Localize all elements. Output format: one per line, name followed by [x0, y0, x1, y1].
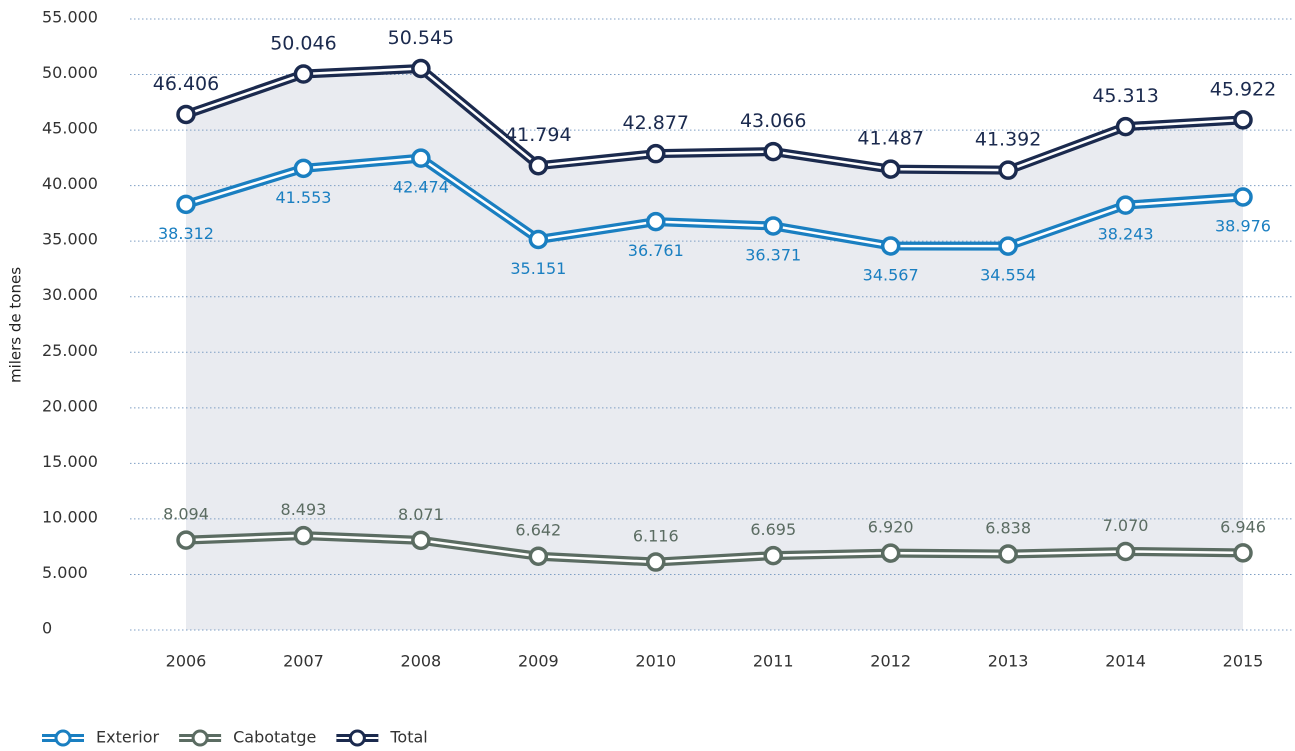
y-tick-label: 35.000 [42, 230, 98, 249]
y-tick-label: 20.000 [42, 396, 98, 415]
point [176, 194, 196, 215]
data-label: 6.695 [750, 520, 796, 539]
point [763, 216, 783, 236]
data-label: 38.312 [158, 224, 214, 243]
y-tick-label: 0 [42, 619, 52, 638]
y-tick-label: 5.000 [42, 563, 88, 582]
point [646, 143, 666, 164]
data-label: 6.642 [515, 521, 561, 540]
y-tick-label: 40.000 [42, 174, 98, 193]
legend-label: Cabotatge [233, 728, 316, 747]
data-label: 41.553 [275, 188, 331, 207]
point [293, 525, 314, 546]
data-label: 41.487 [857, 128, 923, 150]
data-label: 6.946 [1220, 517, 1266, 536]
data-label: 6.920 [868, 518, 914, 537]
point [1233, 187, 1253, 207]
data-label: 50.545 [388, 27, 454, 49]
point [293, 158, 314, 179]
point [1115, 195, 1136, 215]
y-tick-label: 10.000 [42, 507, 98, 526]
series-line-inner [185, 534, 1244, 564]
data-label: 8.094 [163, 505, 209, 524]
data-label: 42.877 [623, 112, 689, 134]
point [411, 148, 431, 168]
x-tick-label: 2008 [401, 652, 442, 671]
x-tick-label: 2006 [166, 652, 207, 671]
point [1233, 543, 1253, 563]
data-label: 41.392 [975, 129, 1041, 151]
y-tick-label: 15.000 [42, 452, 98, 471]
x-tick-label: 2012 [870, 652, 911, 671]
y-tick-label: 45.000 [42, 119, 98, 138]
y-tick-label: 30.000 [42, 285, 98, 304]
data-label: 36.761 [628, 241, 684, 260]
point [176, 104, 196, 125]
data-label: 45.922 [1210, 78, 1276, 100]
x-tick-label: 2015 [1223, 652, 1264, 671]
point [646, 552, 666, 572]
data-label: 36.371 [745, 245, 801, 264]
data-label: 46.406 [153, 73, 219, 95]
point [293, 64, 314, 84]
data-label: 35.151 [510, 259, 566, 278]
area [186, 68, 1243, 631]
point [1115, 541, 1136, 562]
data-label: 34.567 [863, 265, 919, 284]
point [176, 530, 196, 550]
data-label: 50.046 [270, 33, 336, 55]
point [763, 545, 783, 566]
data-label: 43.066 [740, 110, 806, 132]
legend-marker [348, 729, 366, 747]
point [880, 236, 901, 256]
y-tick-label: 50.000 [42, 63, 98, 82]
point [528, 229, 549, 250]
y-axis-label: milers de tones [7, 267, 25, 383]
data-label: 6.116 [633, 527, 679, 546]
data-label: 41.794 [505, 124, 571, 146]
point [1233, 110, 1253, 130]
legend-marker [191, 729, 209, 747]
point [528, 546, 549, 566]
legend-label: Total [389, 728, 427, 747]
data-label: 8.071 [398, 505, 444, 524]
point [1115, 116, 1136, 137]
x-tick-label: 2013 [988, 652, 1029, 671]
point [646, 211, 666, 232]
x-tick-label: 2014 [1105, 652, 1146, 671]
point [998, 544, 1018, 564]
data-label: 42.474 [393, 178, 449, 197]
x-tick-label: 2007 [283, 652, 324, 671]
point [411, 530, 431, 551]
x-tick-label: 2009 [518, 652, 559, 671]
series-line-inner [185, 67, 1244, 172]
legend-label: Exterior [96, 728, 160, 747]
y-tick-label: 55.000 [42, 8, 98, 27]
data-label: 45.313 [1092, 85, 1158, 107]
data-label: 38.243 [1098, 225, 1154, 244]
data-label: 38.976 [1215, 217, 1271, 236]
point [880, 543, 901, 563]
legend-marker [54, 729, 72, 747]
point [528, 155, 549, 176]
point [763, 141, 783, 162]
data-label: 7.070 [1103, 516, 1149, 535]
data-label: 6.838 [985, 519, 1031, 538]
point [998, 236, 1018, 256]
point [880, 159, 901, 179]
data-label: 34.554 [980, 266, 1036, 285]
x-tick-label: 2010 [635, 652, 676, 671]
series-line-inner [185, 156, 1244, 248]
point [411, 58, 431, 79]
y-tick-label: 25.000 [42, 341, 98, 360]
data-label: 8.493 [281, 500, 327, 519]
point [998, 160, 1018, 180]
x-tick-label: 2011 [753, 652, 794, 671]
